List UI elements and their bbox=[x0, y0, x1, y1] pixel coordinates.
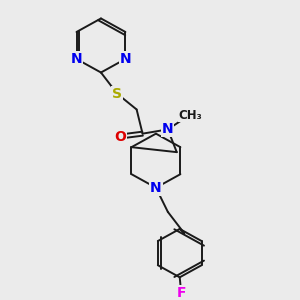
Text: F: F bbox=[176, 286, 186, 300]
Text: O: O bbox=[114, 130, 126, 143]
Text: N: N bbox=[71, 52, 82, 66]
Text: S: S bbox=[112, 87, 122, 101]
Text: N: N bbox=[120, 52, 131, 66]
Text: N: N bbox=[162, 122, 174, 136]
Text: N: N bbox=[150, 181, 162, 195]
Text: CH₃: CH₃ bbox=[178, 109, 202, 122]
